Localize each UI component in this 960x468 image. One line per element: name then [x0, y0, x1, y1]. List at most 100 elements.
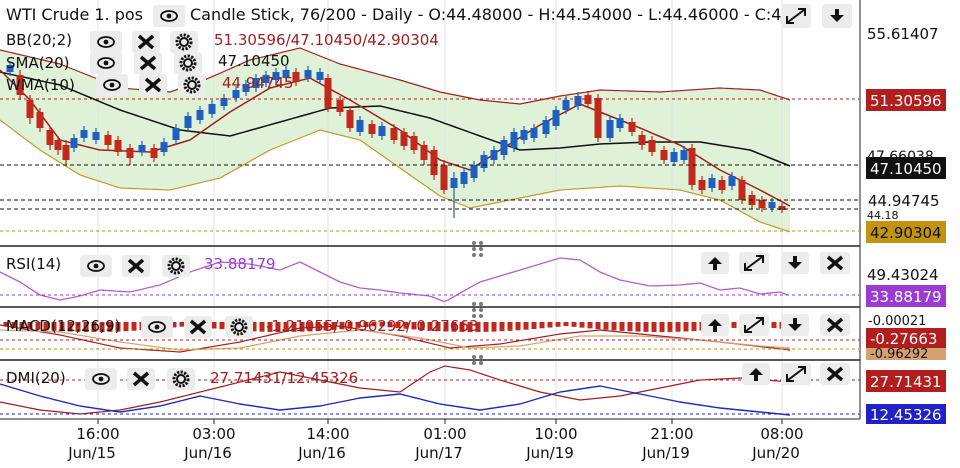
- candle[interactable]: [400, 128, 408, 150]
- maximize-button[interactable]: [781, 4, 811, 28]
- sma-visibility-button[interactable]: [90, 52, 122, 74]
- candle[interactable]: [196, 106, 204, 124]
- candle[interactable]: [104, 131, 112, 150]
- wma-visibility-button[interactable]: [96, 74, 128, 96]
- candle[interactable]: [208, 100, 216, 118]
- candle[interactable]: [616, 114, 624, 132]
- candle[interactable]: [304, 66, 312, 82]
- candle[interactable]: [450, 172, 458, 218]
- dmi-remove-button[interactable]: [127, 368, 155, 390]
- macd-visibility-button[interactable]: [141, 316, 173, 338]
- candle[interactable]: [660, 146, 668, 164]
- candle[interactable]: [778, 203, 786, 213]
- candle[interactable]: [606, 116, 614, 142]
- macd-maximize-button[interactable]: [739, 314, 769, 336]
- macd-move-down-button[interactable]: [781, 314, 809, 336]
- resize-handle-dmi[interactable]: [472, 355, 483, 365]
- candle[interactable]: [670, 148, 678, 166]
- candle[interactable]: [324, 74, 332, 112]
- candle[interactable]: [184, 112, 192, 132]
- candle[interactable]: [378, 122, 386, 140]
- candle[interactable]: [628, 118, 636, 136]
- candle[interactable]: [46, 126, 54, 150]
- candle[interactable]: [150, 144, 158, 162]
- macd-settings-button[interactable]: [225, 316, 253, 338]
- dmi-move-up-button[interactable]: [742, 363, 770, 385]
- candle[interactable]: [728, 172, 736, 190]
- macd-remove-button[interactable]: [184, 316, 212, 338]
- candle[interactable]: [26, 95, 34, 124]
- candle[interactable]: [6, 62, 14, 76]
- candle[interactable]: [316, 68, 324, 84]
- sma-remove-button[interactable]: [134, 52, 162, 74]
- candle[interactable]: [242, 80, 250, 96]
- candle[interactable]: [680, 146, 688, 164]
- rsi-visibility-button[interactable]: [80, 255, 112, 277]
- candle[interactable]: [80, 126, 88, 142]
- candle[interactable]: [520, 126, 528, 144]
- candle[interactable]: [738, 176, 746, 204]
- candle[interactable]: [500, 136, 508, 160]
- candle[interactable]: [220, 94, 228, 110]
- candle[interactable]: [542, 116, 550, 138]
- visibility-toggle-main[interactable]: [153, 5, 185, 27]
- candle[interactable]: [460, 168, 468, 188]
- candle[interactable]: [54, 136, 62, 155]
- candle[interactable]: [718, 176, 726, 194]
- candle[interactable]: [36, 108, 44, 132]
- candle[interactable]: [390, 124, 398, 144]
- candle[interactable]: [356, 116, 364, 136]
- candle[interactable]: [574, 92, 582, 110]
- candle[interactable]: [252, 74, 260, 92]
- bb-remove-button[interactable]: [132, 31, 160, 53]
- candle[interactable]: [430, 146, 438, 180]
- dmi-visibility-button[interactable]: [85, 368, 117, 390]
- candle[interactable]: [594, 94, 602, 142]
- candle[interactable]: [172, 124, 180, 144]
- candle[interactable]: [490, 146, 498, 164]
- rsi-remove-button[interactable]: [122, 255, 150, 277]
- rsi-maximize-button[interactable]: [739, 252, 769, 274]
- candle[interactable]: [698, 176, 706, 194]
- rsi-move-up-button[interactable]: [701, 252, 729, 274]
- macd-move-up-button[interactable]: [701, 314, 729, 336]
- dmi-maximize-button[interactable]: [781, 363, 811, 385]
- candle[interactable]: [160, 138, 168, 156]
- rsi-settings-button[interactable]: [162, 255, 190, 277]
- candle[interactable]: [92, 128, 100, 144]
- candle[interactable]: [410, 132, 418, 154]
- resize-handle-macd[interactable]: [472, 302, 483, 318]
- bb-settings-button[interactable]: [170, 31, 198, 53]
- candle[interactable]: [688, 144, 696, 190]
- candle[interactable]: [480, 151, 488, 172]
- rsi-close-button[interactable]: [820, 252, 850, 274]
- candle[interactable]: [758, 196, 766, 212]
- candle[interactable]: [648, 136, 656, 156]
- candle[interactable]: [70, 134, 78, 152]
- candle[interactable]: [272, 68, 280, 84]
- candle[interactable]: [114, 136, 122, 156]
- candle[interactable]: [126, 144, 134, 165]
- candle[interactable]: [708, 174, 716, 192]
- candle[interactable]: [368, 120, 376, 138]
- rsi-move-down-button[interactable]: [781, 252, 809, 274]
- candle[interactable]: [470, 161, 478, 182]
- candle[interactable]: [510, 128, 518, 152]
- bb-visibility-button[interactable]: [90, 31, 122, 53]
- wma-settings-button[interactable]: [178, 74, 206, 96]
- dmi-settings-button[interactable]: [167, 368, 195, 390]
- candle[interactable]: [336, 96, 344, 116]
- candle[interactable]: [420, 141, 428, 165]
- sma-settings-button[interactable]: [174, 52, 202, 74]
- wma-remove-button[interactable]: [139, 74, 167, 96]
- candle[interactable]: [16, 70, 24, 100]
- candle[interactable]: [262, 71, 270, 87]
- collapse-button[interactable]: [822, 4, 852, 28]
- candle[interactable]: [552, 106, 560, 130]
- candle[interactable]: [530, 124, 538, 142]
- candle[interactable]: [440, 160, 448, 194]
- dmi-close-button[interactable]: [820, 363, 850, 385]
- candle[interactable]: [62, 140, 70, 165]
- candle[interactable]: [292, 68, 300, 86]
